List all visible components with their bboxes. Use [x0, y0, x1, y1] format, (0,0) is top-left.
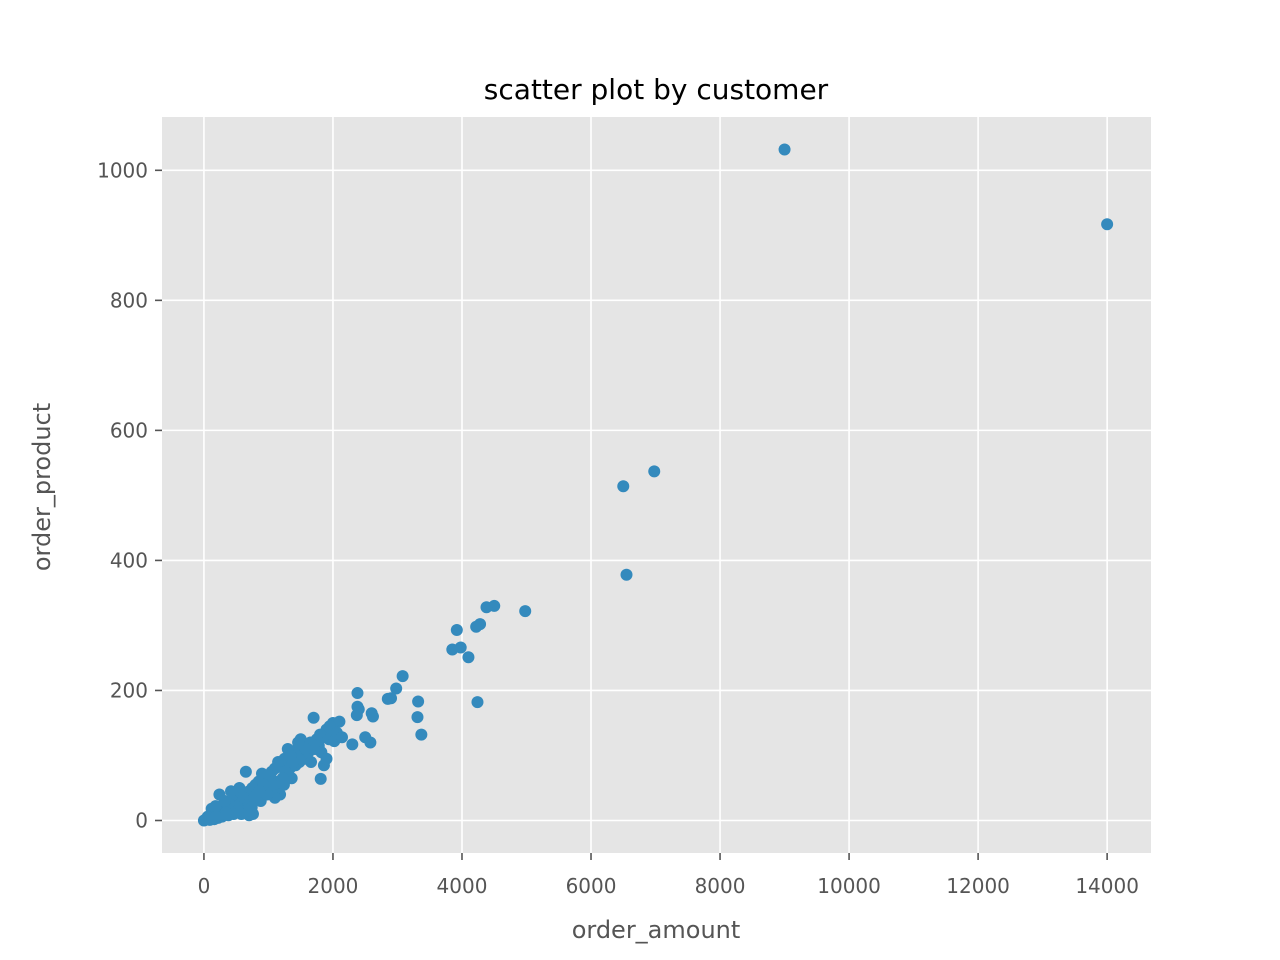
data-point: [778, 143, 791, 156]
y-axis-ticks: 0 200 400 600 800 1000: [97, 158, 162, 832]
data-point: [320, 752, 333, 765]
data-point: [412, 695, 425, 708]
x-tick-label: 12000: [946, 874, 1010, 898]
data-point: [450, 623, 463, 636]
data-point: [364, 736, 377, 749]
x-tick-label: 0: [198, 874, 211, 898]
x-tick-label: 10000: [817, 874, 881, 898]
data-point: [446, 643, 459, 656]
data-point: [305, 755, 318, 768]
data-point: [225, 785, 238, 798]
data-point: [480, 601, 493, 614]
chart-title: scatter plot by customer: [484, 73, 829, 106]
x-tick-label: 4000: [437, 874, 488, 898]
data-point: [218, 794, 231, 807]
data-point: [396, 670, 409, 683]
data-point: [1101, 218, 1114, 231]
y-tick-label: 400: [110, 548, 148, 572]
grid-lines: [162, 117, 1151, 853]
data-point: [415, 728, 428, 741]
y-tick-label: 0: [135, 808, 148, 832]
x-axis-ticks: 0 2000 4000 6000 8000 10000 12000 14000: [198, 853, 1139, 898]
data-point: [248, 791, 261, 804]
x-tick-label: 8000: [695, 874, 746, 898]
data-point: [284, 749, 297, 762]
x-tick-label: 6000: [566, 874, 617, 898]
data-point: [462, 651, 475, 664]
x-tick-label: 14000: [1075, 874, 1139, 898]
data-point: [335, 731, 348, 744]
data-point: [471, 696, 484, 709]
data-point: [314, 772, 327, 785]
data-point: [470, 620, 483, 633]
data-point: [366, 710, 379, 723]
data-point: [346, 738, 359, 751]
data-point: [307, 711, 320, 724]
y-tick-label: 800: [110, 288, 148, 312]
data-point: [620, 568, 633, 581]
x-tick-label: 2000: [308, 874, 359, 898]
data-point: [351, 687, 364, 700]
y-axis-label: order_product: [28, 403, 56, 571]
data-point: [381, 692, 394, 705]
data-point: [648, 465, 661, 478]
data-point: [209, 800, 222, 813]
data-point: [210, 810, 223, 823]
data-point: [617, 480, 630, 493]
data-point: [239, 765, 252, 778]
data-point: [292, 736, 305, 749]
data-point: [411, 711, 424, 724]
y-tick-label: 200: [110, 678, 148, 702]
data-point: [519, 605, 532, 618]
y-tick-label: 600: [110, 418, 148, 442]
data-point: [390, 682, 403, 695]
data-points: [197, 143, 1114, 827]
y-tick-label: 1000: [97, 158, 148, 182]
data-point: [266, 778, 279, 791]
data-point: [350, 709, 363, 722]
x-axis-label: order_amount: [572, 916, 741, 944]
